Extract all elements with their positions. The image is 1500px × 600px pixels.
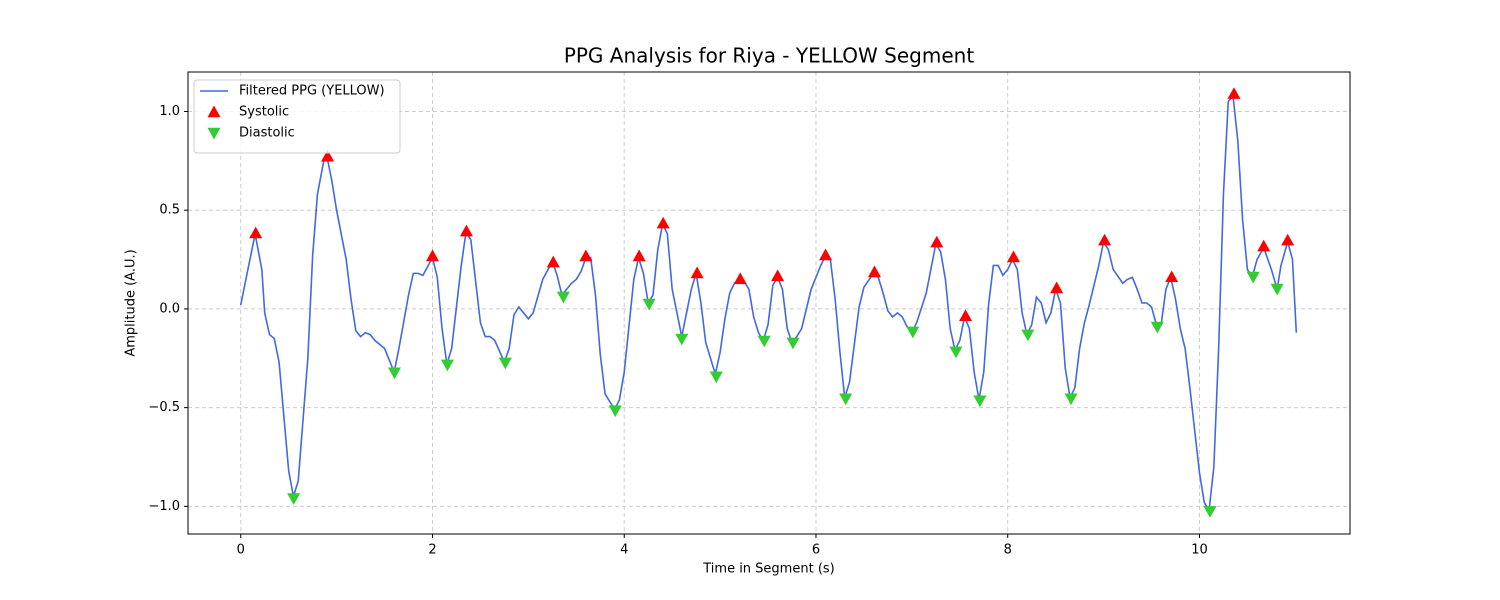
systolic-marker bbox=[733, 272, 747, 285]
systolic-marker bbox=[959, 309, 973, 322]
diastolic-marker bbox=[642, 298, 656, 311]
legend-label: Filtered PPG (YELLOW) bbox=[239, 84, 385, 99]
diastolic-marker bbox=[839, 393, 853, 406]
x-tick-label: 8 bbox=[1004, 543, 1012, 558]
diastolic-marker bbox=[287, 493, 301, 505]
diastolic-marker bbox=[1246, 271, 1260, 284]
diastolic-marker bbox=[1150, 321, 1164, 334]
x-tick-label: 0 bbox=[237, 543, 245, 558]
diastolic-marker bbox=[1203, 506, 1217, 518]
legend: Filtered PPG (YELLOW) Systolic Diastolic bbox=[193, 79, 401, 154]
systolic-marker bbox=[1050, 281, 1064, 294]
y-tick-label: 0.0 bbox=[159, 301, 180, 316]
systolic-marker bbox=[1281, 233, 1295, 246]
diastolic-marker bbox=[440, 359, 454, 372]
legend-swatch bbox=[207, 105, 221, 118]
diastolic-marker bbox=[949, 346, 963, 359]
x-axis-label: Time in Segment (s) bbox=[702, 562, 834, 577]
diastolic-marker bbox=[675, 333, 689, 346]
systolic-marker bbox=[546, 255, 560, 268]
diastolic-marker bbox=[608, 405, 622, 418]
systolic-marker bbox=[249, 226, 263, 239]
systolic-marker bbox=[690, 266, 704, 279]
systolic-marker bbox=[579, 249, 593, 262]
systolic-marker bbox=[425, 249, 439, 262]
diastolic-marker bbox=[757, 335, 771, 348]
systolic-marker bbox=[459, 224, 473, 237]
plot-frame bbox=[187, 71, 1351, 535]
systolic-marker bbox=[1165, 270, 1179, 283]
y-tick-label: 0.5 bbox=[159, 203, 180, 218]
diastolic-marker bbox=[906, 326, 920, 339]
systolic-marker bbox=[930, 235, 944, 248]
systolic-marker bbox=[867, 265, 881, 278]
y-tick-label: 1.0 bbox=[159, 104, 180, 119]
systolic-marker bbox=[1098, 233, 1112, 246]
y-tick-label: −1.0 bbox=[148, 499, 180, 514]
diastolic-marker bbox=[786, 337, 800, 350]
diastolic-marker bbox=[498, 357, 512, 370]
chart-title: PPG Analysis for Riya - YELLOW Segment bbox=[564, 44, 975, 68]
y-tick-label: −0.5 bbox=[148, 400, 180, 415]
y-axis-label: Amplitude (A.U.) bbox=[124, 249, 139, 356]
legend-label: Diastolic bbox=[239, 126, 295, 141]
systolic-marker bbox=[1006, 250, 1020, 263]
ppg-line bbox=[239, 93, 1298, 513]
systolic-marker bbox=[656, 216, 670, 229]
x-tick-label: 2 bbox=[428, 543, 436, 558]
legend-label: Systolic bbox=[239, 105, 289, 120]
diastolic-marker bbox=[1064, 393, 1078, 406]
systolic-marker bbox=[771, 269, 785, 282]
diastolic-marker bbox=[388, 367, 402, 380]
diastolic-marker bbox=[1021, 329, 1035, 342]
diastolic-marker bbox=[709, 371, 723, 384]
legend-swatch bbox=[207, 127, 221, 140]
diastolic-marker bbox=[556, 291, 570, 304]
systolic-marker bbox=[632, 249, 646, 262]
diastolic-marker bbox=[1270, 283, 1284, 296]
legend-box bbox=[193, 79, 401, 154]
x-tick-label: 4 bbox=[620, 543, 628, 558]
systolic-marker bbox=[321, 149, 335, 162]
x-tick-label: 10 bbox=[1191, 543, 1208, 558]
x-tick-label: 6 bbox=[812, 543, 820, 558]
diastolic-marker bbox=[973, 395, 987, 408]
systolic-marker bbox=[1257, 239, 1271, 252]
systolic-marker bbox=[1227, 87, 1241, 99]
systolic-marker bbox=[819, 248, 833, 261]
